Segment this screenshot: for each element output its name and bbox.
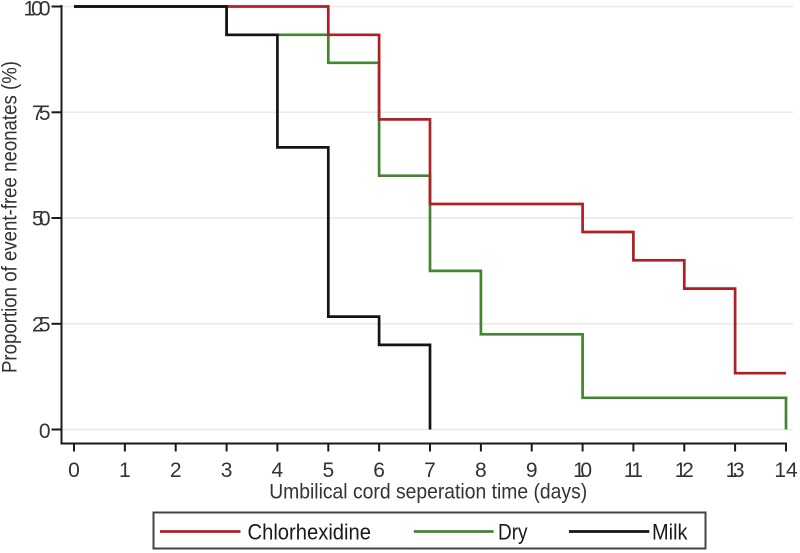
svg-text:100: 100 [24,0,51,21]
svg-text:Dry: Dry [498,519,528,544]
svg-text:7: 7 [424,459,436,482]
svg-text:75: 75 [32,102,51,125]
svg-text:12: 12 [675,459,694,482]
svg-text:1: 1 [119,459,131,482]
svg-text:Umbilical cord seperation time: Umbilical cord seperation time (days) [269,481,587,504]
svg-text:14: 14 [774,459,798,482]
svg-text:50: 50 [32,208,51,231]
svg-text:Milk: Milk [652,519,688,544]
svg-text:11: 11 [624,459,643,482]
svg-text:5: 5 [322,459,334,482]
svg-text:2: 2 [170,459,182,482]
svg-text:3: 3 [221,459,233,482]
svg-text:0: 0 [68,459,80,482]
svg-text:25: 25 [32,313,51,336]
svg-text:9: 9 [526,459,538,482]
svg-text:6: 6 [373,459,385,482]
svg-text:Chlorhexidine: Chlorhexidine [248,519,372,544]
svg-text:10: 10 [573,459,592,482]
svg-text:0: 0 [39,420,51,443]
svg-text:13: 13 [726,459,745,482]
svg-text:Proportion of event-free neona: Proportion of event-free neonates (%) [0,61,22,373]
svg-text:8: 8 [475,459,487,482]
svg-text:4: 4 [272,459,284,482]
